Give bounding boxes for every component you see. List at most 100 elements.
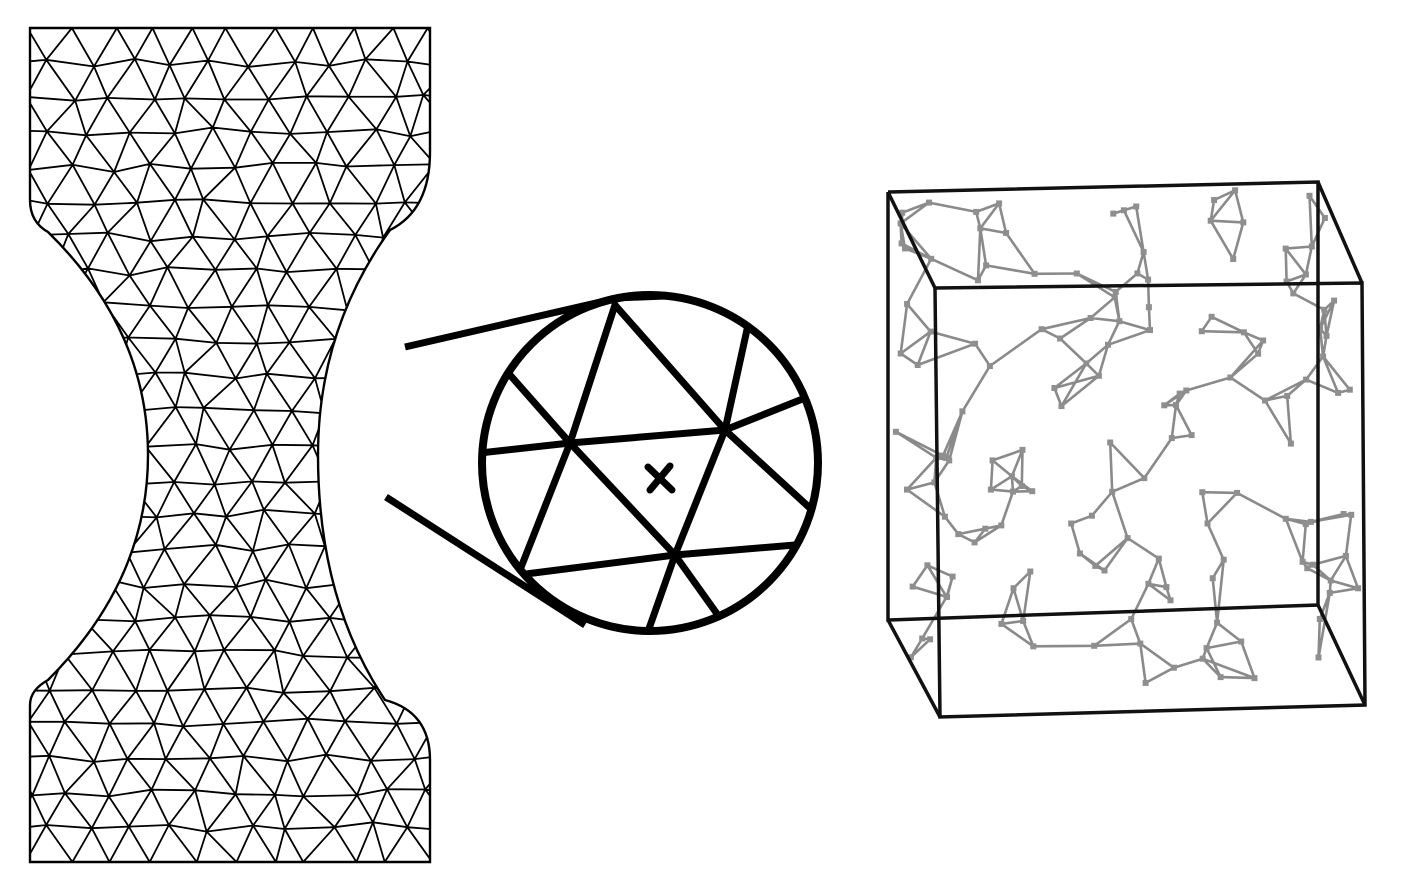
fiber-segments: [896, 190, 1358, 683]
fiber-node: [1051, 385, 1057, 391]
fiber-node: [950, 574, 956, 580]
fiber-node: [1020, 447, 1026, 453]
fiber-node: [1030, 643, 1036, 649]
fiber-node: [926, 200, 932, 206]
fiber-node: [1116, 318, 1122, 324]
fiber-node: [910, 584, 916, 590]
fiber-node: [1107, 440, 1113, 446]
fiber-node: [1230, 256, 1236, 262]
fiber-node: [1173, 402, 1179, 408]
fiber-node: [1234, 490, 1240, 496]
fiber-node: [1252, 675, 1258, 681]
fiber-node: [1309, 244, 1315, 250]
fiber-node: [1109, 489, 1115, 495]
cube-box: [888, 182, 1365, 717]
fiber-node: [1059, 403, 1065, 409]
fiber-node: [1112, 294, 1118, 300]
fiber-node: [1029, 488, 1035, 494]
fiber-node: [1003, 230, 1009, 236]
fiber-node: [1221, 557, 1227, 563]
zoom-magnifier: [386, 295, 818, 640]
fiber-node: [940, 453, 946, 459]
fiber-node: [1355, 585, 1361, 591]
fiber-node: [1137, 641, 1143, 647]
fiber-node: [975, 277, 981, 283]
fiber-node: [1303, 377, 1309, 383]
fiber-node: [982, 526, 988, 532]
dogbone-outline: [30, 28, 430, 862]
fiber-node: [928, 256, 934, 262]
fiber-node: [1156, 556, 1162, 562]
fiber-node: [983, 262, 989, 268]
fiber-node: [1324, 333, 1330, 339]
fiber-node: [955, 531, 961, 537]
fiber-node: [1163, 584, 1169, 590]
fiber-node: [1105, 342, 1111, 348]
fiber-node: [1283, 246, 1289, 252]
fiber-node: [1204, 645, 1210, 651]
fiber-node: [998, 522, 1004, 528]
fiber-node: [1303, 272, 1309, 278]
dogbone-specimen: [0, 28, 475, 862]
fiber-node: [1241, 329, 1247, 335]
cube-edge-tr: [1318, 182, 1362, 283]
fiber-node: [1068, 521, 1074, 527]
fiber-node: [898, 351, 904, 357]
fiber-node: [904, 301, 910, 307]
fiber-node: [1011, 585, 1017, 591]
fiber-node: [990, 457, 996, 463]
fiber-node: [1262, 398, 1268, 404]
fiber-node: [1208, 218, 1214, 224]
fiber-node: [1310, 562, 1316, 568]
fiber-node: [1089, 513, 1095, 519]
cube-back-face: [888, 182, 1318, 620]
fiber-node: [1199, 328, 1205, 334]
triangular-mesh: [0, 28, 475, 862]
fiber-node: [973, 209, 979, 215]
fiber-node: [1125, 535, 1131, 541]
fiber-node: [1083, 360, 1089, 366]
fiber-node: [1320, 354, 1326, 360]
fiber-node: [1335, 390, 1341, 396]
fiber-node: [1260, 338, 1266, 344]
fiber-node: [1168, 597, 1174, 603]
fiber-node: [988, 487, 994, 493]
fiber-node: [904, 487, 910, 493]
fiber-node: [1177, 391, 1183, 397]
fiber-node: [1110, 211, 1116, 217]
fiber-node: [1010, 489, 1016, 495]
fiber-node: [1189, 432, 1195, 438]
fiber-node: [1331, 298, 1337, 304]
fiber-node: [1347, 387, 1353, 393]
fiber-node: [1284, 393, 1290, 399]
fiber-node: [1199, 489, 1205, 495]
fiber-node: [1141, 475, 1147, 481]
fiber-node: [1039, 326, 1045, 332]
fiber-node: [1232, 187, 1238, 193]
fiber-node: [902, 245, 908, 251]
fiber-node: [1205, 521, 1211, 527]
fiber-node: [1146, 304, 1152, 310]
fiber-node: [1341, 511, 1347, 517]
fiber-node: [919, 636, 925, 642]
fiber-node: [1308, 519, 1314, 525]
cube-edge-tl: [888, 192, 935, 288]
fiber-node: [942, 514, 948, 520]
fiber-node: [972, 341, 978, 347]
fiber-node: [1214, 620, 1220, 626]
fiber-node: [1145, 581, 1151, 587]
fiber-node: [998, 621, 1004, 627]
fiber-node: [1141, 249, 1147, 255]
fiber-node: [1238, 639, 1244, 645]
fiber-node: [1113, 289, 1119, 295]
mesh-edges: [0, 28, 475, 862]
fiber-node: [1327, 590, 1333, 596]
fiber-node: [1183, 388, 1189, 394]
fiber-node: [959, 408, 965, 414]
fiber-node: [1128, 616, 1134, 622]
fiber-node: [1102, 568, 1108, 574]
cube-edge-br: [1318, 605, 1365, 705]
fiber-node: [1200, 656, 1206, 662]
cube-edge-bl: [888, 620, 940, 717]
fiber-node: [1227, 375, 1233, 381]
